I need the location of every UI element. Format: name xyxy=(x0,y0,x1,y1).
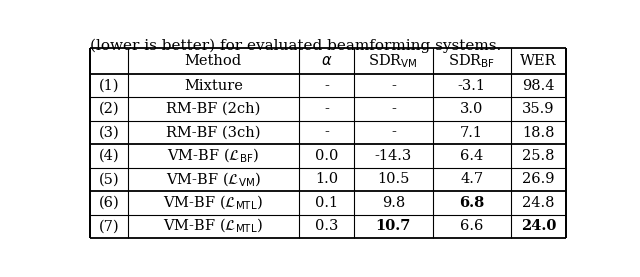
Text: 6.4: 6.4 xyxy=(460,149,483,163)
Text: 6.8: 6.8 xyxy=(459,196,484,210)
Text: 0.0: 0.0 xyxy=(315,149,338,163)
Text: 25.8: 25.8 xyxy=(522,149,555,163)
Text: 35.9: 35.9 xyxy=(522,102,555,116)
Text: -: - xyxy=(391,79,396,93)
Text: (lower is better) for evaluated beamforming systems.: (lower is better) for evaluated beamform… xyxy=(90,39,501,53)
Text: 7.1: 7.1 xyxy=(460,125,483,140)
Text: (3): (3) xyxy=(99,125,119,140)
Text: 0.3: 0.3 xyxy=(315,219,338,233)
Text: 1.0: 1.0 xyxy=(315,172,338,186)
Text: 24.8: 24.8 xyxy=(522,196,555,210)
Text: Mixture: Mixture xyxy=(184,79,243,93)
Text: RM-BF (3ch): RM-BF (3ch) xyxy=(166,125,260,140)
Text: 0.1: 0.1 xyxy=(315,196,338,210)
Text: 10.5: 10.5 xyxy=(377,172,410,186)
Text: VM-BF ($\mathcal{L}_{\mathrm{VM}}$): VM-BF ($\mathcal{L}_{\mathrm{VM}}$) xyxy=(166,170,261,189)
Text: -: - xyxy=(391,102,396,116)
Text: SDR$_{\mathrm{BF}}$: SDR$_{\mathrm{BF}}$ xyxy=(448,52,495,70)
Text: SDR$_{\mathrm{VM}}$: SDR$_{\mathrm{VM}}$ xyxy=(369,52,418,70)
Text: -3.1: -3.1 xyxy=(458,79,486,93)
Text: Method: Method xyxy=(185,54,242,68)
Text: -: - xyxy=(324,102,329,116)
Text: 9.8: 9.8 xyxy=(381,196,405,210)
Text: -: - xyxy=(324,79,329,93)
Text: WER: WER xyxy=(520,54,557,68)
Text: VM-BF ($\mathcal{L}_{\mathrm{MTL}}$): VM-BF ($\mathcal{L}_{\mathrm{MTL}}$) xyxy=(163,217,263,235)
Text: (7): (7) xyxy=(99,219,119,233)
Text: (2): (2) xyxy=(99,102,119,116)
Text: -14.3: -14.3 xyxy=(374,149,412,163)
Text: 3.0: 3.0 xyxy=(460,102,483,116)
Text: VM-BF ($\mathcal{L}_{\mathrm{BF}}$): VM-BF ($\mathcal{L}_{\mathrm{BF}}$) xyxy=(167,147,259,165)
Text: 98.4: 98.4 xyxy=(522,79,555,93)
Text: (4): (4) xyxy=(99,149,119,163)
Text: (1): (1) xyxy=(99,79,119,93)
Text: -: - xyxy=(324,125,329,140)
Text: $\alpha$: $\alpha$ xyxy=(321,54,332,68)
Text: 6.6: 6.6 xyxy=(460,219,483,233)
Text: (6): (6) xyxy=(99,196,119,210)
Text: (5): (5) xyxy=(99,172,119,186)
Text: 4.7: 4.7 xyxy=(460,172,483,186)
Text: 24.0: 24.0 xyxy=(521,219,556,233)
Text: RM-BF (2ch): RM-BF (2ch) xyxy=(166,102,260,116)
Text: VM-BF ($\mathcal{L}_{\mathrm{MTL}}$): VM-BF ($\mathcal{L}_{\mathrm{MTL}}$) xyxy=(163,194,263,212)
Text: 10.7: 10.7 xyxy=(376,219,411,233)
Text: 26.9: 26.9 xyxy=(522,172,555,186)
Text: -: - xyxy=(391,125,396,140)
Text: 18.8: 18.8 xyxy=(522,125,555,140)
